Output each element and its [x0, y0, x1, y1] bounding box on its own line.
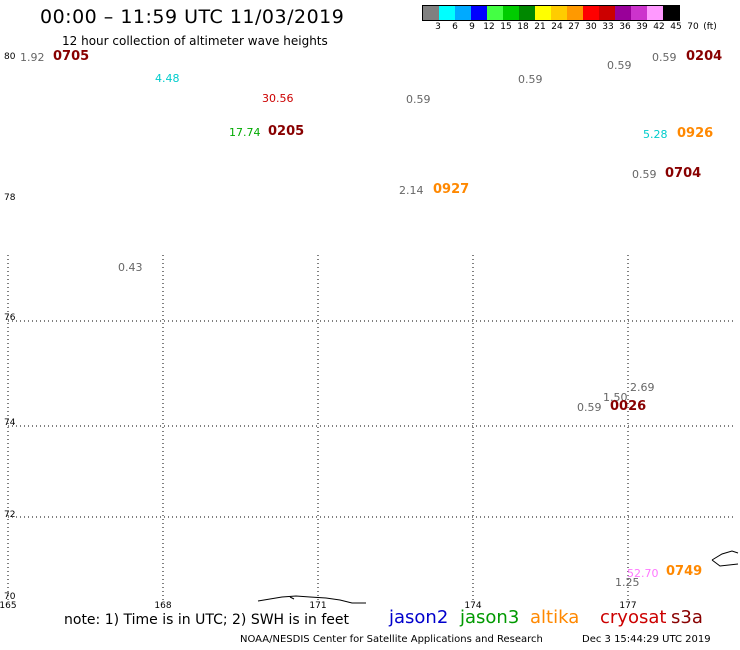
- color-swatch: [599, 6, 615, 20]
- lat-label-80: 80: [4, 52, 16, 62]
- swh-value: 2.69: [630, 381, 655, 394]
- map-subtitle: 12 hour collection of altimeter wave hei…: [62, 34, 328, 48]
- coastline-south: [257, 595, 366, 604]
- obs-time: 0705: [53, 49, 90, 64]
- swh-value: 2.14: [399, 184, 424, 197]
- color-scale-label: 6: [452, 22, 458, 32]
- swh-value: 30.56: [262, 92, 294, 105]
- map-title: 00:00 – 11:59 UTC 11/03/2019: [40, 6, 345, 28]
- color-scale-label: 24: [551, 22, 563, 32]
- color-scale-label: 45: [670, 22, 682, 32]
- credit-line: NOAA/NESDIS Center for Satellite Applica…: [240, 634, 543, 645]
- color-scale-label: 30: [585, 22, 597, 32]
- color-swatch: [487, 6, 503, 20]
- color-scale-label: 42: [653, 22, 665, 32]
- swh-value: 0.59: [518, 73, 543, 86]
- lon-label-168: 168: [154, 601, 172, 611]
- lon-label-174: 174: [464, 601, 482, 611]
- obs-time: 0204: [686, 49, 723, 64]
- color-scale-label: 15: [500, 22, 512, 32]
- color-scale-label: 27: [568, 22, 580, 32]
- obs-time: 0205: [268, 124, 305, 139]
- swh-value: 52.70: [627, 567, 659, 580]
- legend-s3a: s3a: [671, 607, 703, 628]
- swh-value: 1.92: [20, 51, 45, 64]
- color-scale-label: 21: [534, 22, 546, 32]
- color-swatch: [583, 6, 599, 20]
- color-scale-label: 36: [619, 22, 631, 32]
- swh-value: 1.50: [603, 391, 628, 404]
- color-swatch: [471, 6, 487, 20]
- color-swatch: [663, 6, 679, 20]
- lon-label-177: 177: [619, 601, 637, 611]
- swh-value: 5.28: [643, 128, 668, 141]
- generated-timestamp: Dec 3 15:44:29 UTC 2019: [582, 634, 711, 645]
- color-scale-label: 39: [636, 22, 648, 32]
- color-swatch: [535, 6, 551, 20]
- color-scale-label: 12: [483, 22, 495, 32]
- grid-lines: [7, 255, 736, 600]
- units-note: note: 1) Time is in UTC; 2) SWH is in fe…: [64, 612, 350, 628]
- color-swatch: [503, 6, 519, 20]
- swh-value: 0.59: [632, 168, 657, 181]
- lat-label-78: 78: [4, 193, 16, 203]
- color-swatch: [519, 6, 535, 20]
- color-swatch: [615, 6, 631, 20]
- lon-label-165: 165: [0, 601, 17, 611]
- coastline-north: [711, 550, 739, 567]
- swh-value: 0.59: [652, 51, 677, 64]
- swh-value: 0.43: [118, 261, 143, 274]
- color-scale-label: 9: [469, 22, 475, 32]
- color-scale-label: 33: [602, 22, 614, 32]
- lat-label-70: 70: [4, 592, 16, 602]
- legend-jason3: jason3: [460, 607, 520, 628]
- obs-time: 0927: [433, 182, 470, 197]
- color-swatch: [631, 6, 647, 20]
- lat-label-72: 72: [4, 510, 16, 520]
- swh-value: 1.25: [615, 576, 640, 589]
- swh-value: 0.59: [577, 401, 602, 414]
- color-swatch: [567, 6, 583, 20]
- lat-label-76: 76: [4, 313, 16, 323]
- color-swatch: [551, 6, 567, 20]
- legend-jason2: jason2: [389, 607, 449, 628]
- color-swatch: [647, 6, 663, 20]
- obs-time: 0749: [666, 564, 703, 579]
- swh-value: 0.59: [607, 59, 632, 72]
- obs-time: 0026: [610, 399, 647, 414]
- lon-label-171: 171: [309, 601, 327, 611]
- color-scale-label: 18: [517, 22, 529, 32]
- legend-cryosat: cryosat: [600, 607, 667, 628]
- obs-time: 0926: [677, 126, 714, 141]
- swh-value: 0.59: [406, 93, 431, 106]
- lat-label-74: 74: [4, 418, 16, 428]
- color-scale-label: 70: [687, 22, 699, 32]
- obs-time: 0704: [665, 166, 702, 181]
- color-swatch: [439, 6, 455, 20]
- legend-altika: altika: [530, 607, 580, 628]
- color-swatch: [455, 6, 471, 20]
- island-marker: [289, 596, 295, 600]
- swh-value: 4.48: [155, 72, 180, 85]
- color-scale-label: 3: [435, 22, 441, 32]
- swh-value: 17.74: [229, 126, 261, 139]
- color-swatch: [423, 6, 439, 20]
- color-scale-bar: [422, 5, 680, 21]
- color-scale-label: (ft): [703, 22, 717, 32]
